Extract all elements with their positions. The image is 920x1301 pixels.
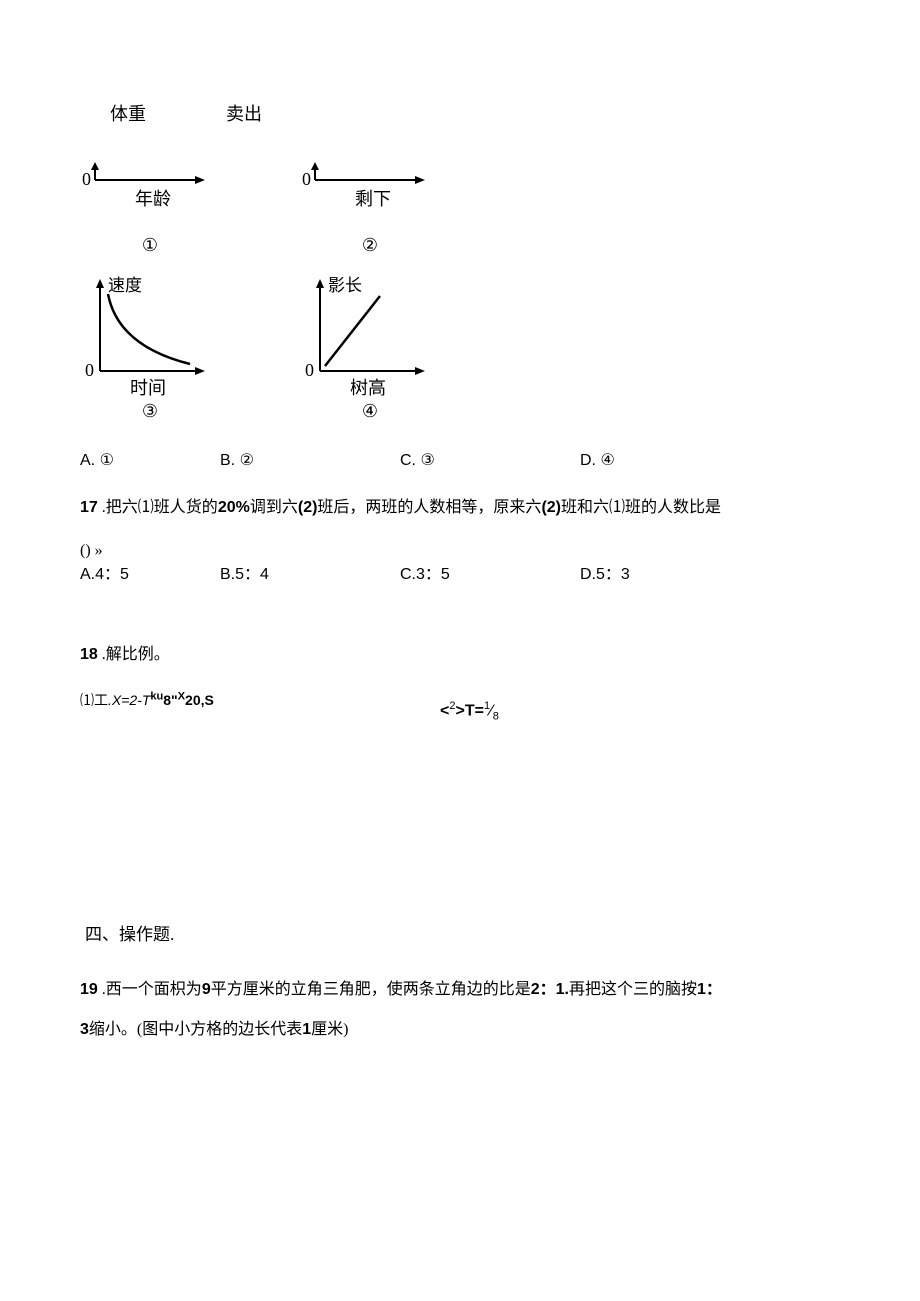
top-labels-row: 体重 卖出 [110, 100, 262, 126]
chart-row-1: 0 年龄 ① 0 剩下 ② [80, 160, 440, 256]
q18-sub2-mid: >T= [455, 702, 483, 719]
question-19: 19 .西一个面枳为9平方厘米的立角三角肥，使两条立角边的比是2：1.再把这个三… [80, 970, 860, 1050]
top-label-1: 体重 [110, 100, 146, 126]
q19-bold1: 9 [202, 981, 211, 998]
q17-text4: 班和六⑴班的人数比是 [561, 499, 721, 516]
chart-3-origin: 0 [85, 360, 94, 380]
chart-3-xlabel: 时间 [130, 378, 166, 396]
q18-sub1-x: X [178, 690, 185, 702]
q17-paren2: (2) [298, 499, 318, 516]
q18-number: 18 [80, 646, 98, 663]
q19-line2-bold: 3 [80, 1021, 89, 1038]
q17-option-a: A.4：5 [80, 560, 220, 584]
q17-option-b: B.5：4 [220, 560, 400, 584]
q19-text3: 再把这个三的脑按 [569, 981, 697, 998]
q18-text: .解比例。 [98, 646, 170, 663]
chart-2-origin: 0 [302, 169, 311, 189]
chart-2-num: ② [300, 235, 440, 256]
q17-text3: 班后，两班的人数相等，原来六 [317, 499, 541, 516]
chart-row-2: 速度 0 时间 ③ 影长 0 树高 ④ [80, 276, 440, 422]
chart-3-ylabel: 速度 [108, 276, 142, 295]
q18-sub1-sup: ku [150, 690, 163, 702]
q16-option-a: A. ① [80, 450, 220, 470]
section-4-title: 四、操作题. [85, 920, 174, 945]
chart-1-xlabel: 年龄 [135, 189, 171, 209]
chart-2: 0 剩下 ② [300, 160, 440, 256]
q18-sub2-left: < [440, 702, 449, 719]
q18-sub1-end: 20,S [185, 692, 214, 708]
q19-bold2: 2：1. [531, 981, 569, 998]
q19-line2-text2: 厘米) [311, 1021, 348, 1038]
chart-3-num: ③ [80, 401, 220, 422]
chart-4-ylabel: 影长 [328, 276, 362, 295]
q17-option-d: D.5：3 [580, 560, 720, 584]
q16-option-d: D. ④ [580, 450, 720, 470]
q19-number: 19 [80, 981, 98, 998]
q18-sub1-prefix: ⑴工 [80, 692, 108, 708]
q19-line2-text: 缩小。(图中小方格的边长代表 [89, 1021, 302, 1038]
charts-grid: 0 年龄 ① 0 剩下 ② 速度 [80, 160, 440, 442]
chart-4-origin: 0 [305, 360, 314, 380]
chart-3-svg: 速度 0 时间 [80, 276, 220, 396]
q18-sub1: ⑴工.X=2-Tku8"X20,S [80, 690, 214, 710]
top-label-2: 卖出 [226, 100, 262, 126]
q16-option-c: C. ③ [400, 450, 580, 470]
chart-4-num: ④ [300, 401, 440, 422]
question-17: 17 .把六⑴班人货的20%调到六(2)班后，两班的人数相等，原来六(2)班和六… [80, 490, 860, 568]
question-18: 18 .解比例。 [80, 640, 170, 664]
chart-1-num: ① [80, 235, 220, 256]
chart-4: 影长 0 树高 ④ [300, 276, 440, 422]
chart-3: 速度 0 时间 ③ [80, 276, 220, 422]
q18-sub1-italic: .X=2-T [108, 692, 150, 708]
chart-4-xlabel: 树高 [350, 378, 386, 396]
q17-text2: 调到六 [250, 499, 298, 516]
q17-number: 17 [80, 499, 98, 516]
q18-sub1-rest: 8" [163, 692, 177, 708]
q18-sub2: <2>T=1⁄8 [440, 700, 499, 723]
q17-text1: .把六⑴班人货的 [98, 499, 218, 516]
chart-1: 0 年龄 ① [80, 160, 220, 256]
q18-sub2-den: 8 [493, 711, 499, 723]
q16-options: A. ① B. ② C. ③ D. ④ [80, 450, 840, 470]
chart-4-svg: 影长 0 树高 [300, 276, 440, 396]
q19-text1: .西一个面枳为 [98, 981, 202, 998]
q17-paren2b: (2) [541, 499, 561, 516]
q16-option-b: B. ② [220, 450, 400, 470]
q19-line2-bold2: 1 [302, 1021, 311, 1038]
q19-bold3: 1： [697, 981, 722, 998]
q17-option-c: C.3：5 [400, 560, 580, 584]
q19-text2: 平方厘米的立角三角肥，使两条立角边的比是 [211, 981, 531, 998]
q17-percent: 20% [218, 499, 250, 516]
chart-1-origin: 0 [82, 169, 91, 189]
chart-1-svg: 0 年龄 [80, 160, 220, 230]
chart-2-xlabel: 剩下 [355, 189, 391, 209]
chart-2-svg: 0 剩下 [300, 160, 440, 230]
q17-options: A.4：5 B.5：4 C.3：5 D.5：3 [80, 560, 840, 584]
